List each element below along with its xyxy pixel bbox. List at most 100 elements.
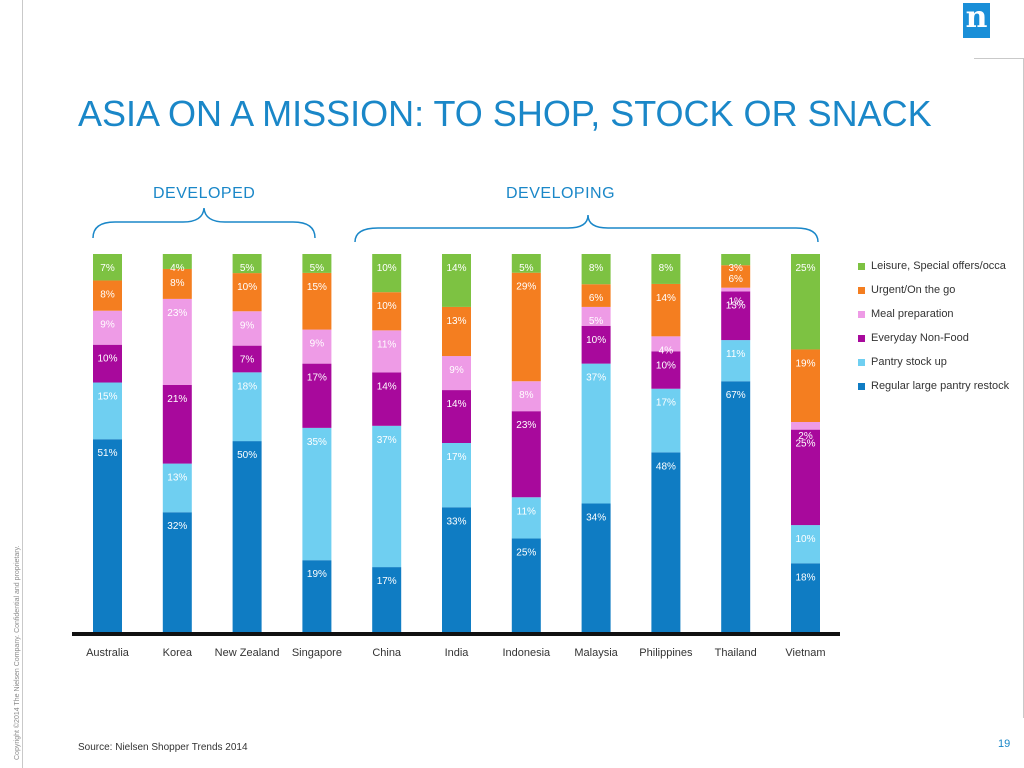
data-label-new-zealand-urgent-on-the-go: 10% [237,282,257,293]
data-label-indonesia-meal-preparation: 8% [519,390,534,401]
legend-swatch [858,310,865,318]
data-label-new-zealand-pantry-stock-up: 18% [237,381,257,392]
data-label-philippines-regular-large-pantry-restock: 48% [656,461,676,472]
bar-segment-philippines-meal-preparation [651,336,681,352]
bar-segment-australia-leisure-special-offers-occa [93,254,122,281]
slide-title: ASIA ON A MISSION: TO SHOP, STOCK OR SNA… [78,93,932,134]
bar-segment-vietnam-leisure-special-offers-occa [791,254,820,350]
data-label-philippines-everyday-non-food: 10% [656,360,676,371]
data-label-india-pantry-stock-up: 17% [446,452,466,463]
bar-segment-australia-regular-large-pantry-restock [93,439,122,632]
data-label-new-zealand-regular-large-pantry-restock: 50% [237,450,257,461]
bar-segment-korea-pantry-stock-up [162,463,192,513]
data-label-malaysia-regular-large-pantry-restock: 34% [586,512,606,523]
bar-segment-thailand-everyday-non-food [721,291,751,341]
x-tick-label-malaysia: Malaysia [574,647,618,659]
bar-segment-philippines-everyday-non-food [651,351,681,389]
data-label-korea-leisure-special-offers-occa: 4% [170,263,185,274]
data-label-china-pantry-stock-up: 37% [377,435,397,446]
data-label-singapore-regular-large-pantry-restock: 19% [307,569,327,580]
legend-swatch [858,334,865,342]
legend-item-everyday-non-food: Everyday Non-Food [858,326,1024,350]
data-label-new-zealand-leisure-special-offers-occa: 5% [240,263,255,274]
x-tick-label-australia: Australia [86,647,130,659]
copyright-notice: Copyright ©2014 The Nielsen Company. Con… [14,545,21,761]
nielsen-logo-icon: n [963,3,990,38]
x-tick-label-india: India [445,647,470,659]
legend-label: Meal preparation [871,308,954,320]
data-label-korea-pantry-stock-up: 13% [167,473,187,484]
bar-segment-korea-everyday-non-food [162,384,192,464]
data-label-australia-meal-preparation: 9% [100,320,115,331]
bar-segment-vietnam-everyday-non-food [791,429,820,526]
bar-segment-singapore-urgent-on-the-go [302,272,332,330]
data-label-new-zealand-everyday-non-food: 7% [240,355,255,366]
bar-segment-vietnam-urgent-on-the-go [791,349,820,422]
bar-segment-china-urgent-on-the-go [372,292,402,331]
bar-segment-indonesia-everyday-non-food [511,411,541,498]
legend-swatch [858,286,865,294]
data-label-philippines-meal-preparation: 4% [659,345,674,356]
data-label-india-regular-large-pantry-restock: 33% [446,516,466,527]
legend-item-urgent-on-the-go: Urgent/On the go [858,278,1024,302]
x-axis-baseline [72,632,840,636]
bar-segment-india-everyday-non-food [442,390,471,443]
bar-segment-indonesia-meal-preparation [511,381,541,412]
data-label-australia-regular-large-pantry-restock: 51% [97,448,117,459]
data-label-australia-pantry-stock-up: 15% [97,392,117,403]
data-label-china-meal-preparation: 11% [377,339,396,350]
data-label-thailand-everyday-non-food: 13% [726,300,746,311]
bar-segment-philippines-urgent-on-the-go [651,283,681,337]
data-label-korea-everyday-non-food: 21% [167,394,187,405]
bar-segment-australia-urgent-on-the-go [93,280,122,311]
bar-segment-australia-meal-preparation [93,310,122,345]
bar-segment-philippines-pantry-stock-up [651,388,681,453]
data-label-malaysia-leisure-special-offers-occa: 8% [589,263,604,274]
data-label-new-zealand-meal-preparation: 9% [240,320,255,331]
data-label-singapore-meal-preparation: 9% [310,339,325,350]
data-label-indonesia-urgent-on-the-go: 29% [516,282,536,293]
legend-item-pantry-stock-up: Pantry stock up [858,350,1024,374]
bar-segment-china-everyday-non-food [372,372,402,426]
bar-segment-thailand-regular-large-pantry-restock [721,381,751,632]
bar-segment-new-zealand-urgent-on-the-go [232,273,262,312]
brace-developing [354,214,819,243]
bar-segment-malaysia-leisure-special-offers-occa [581,254,611,285]
bar-segment-singapore-leisure-special-offers-occa [302,254,332,273]
legend-label: Pantry stock up [871,356,947,368]
data-label-malaysia-urgent-on-the-go: 6% [589,293,604,304]
data-label-vietnam-regular-large-pantry-restock: 18% [795,572,815,583]
bar-segment-new-zealand-regular-large-pantry-restock [232,441,262,632]
data-label-philippines-urgent-on-the-go: 14% [656,293,676,304]
bar-segment-india-urgent-on-the-go [442,306,471,357]
bar-segment-philippines-regular-large-pantry-restock [651,452,681,632]
bar-segment-vietnam-meal-preparation [791,422,820,430]
bar-segment-india-leisure-special-offers-occa [442,254,471,307]
data-label-india-leisure-special-offers-occa: 14% [446,263,466,274]
page-number: 19 [998,738,1011,750]
corner-rule [974,58,1024,59]
data-label-australia-urgent-on-the-go: 8% [100,289,115,300]
bar-segment-india-pantry-stock-up [442,443,471,508]
bar-segment-thailand-urgent-on-the-go [721,265,751,288]
data-label-indonesia-regular-large-pantry-restock: 25% [516,547,536,558]
x-tick-label-china: China [372,647,402,659]
left-margin-rule [22,0,23,768]
data-label-philippines-pantry-stock-up: 17% [656,398,676,409]
bar-segment-india-regular-large-pantry-restock [442,507,471,632]
x-tick-label-new-zealand: New Zealand [215,647,280,659]
data-label-australia-leisure-special-offers-occa: 7% [100,263,115,274]
legend-item-leisure-special-offers-occa: Leisure, Special offers/occa [858,254,1024,278]
x-tick-label-thailand: Thailand [715,647,757,659]
data-label-vietnam-pantry-stock-up: 10% [795,534,815,545]
bar-segment-korea-regular-large-pantry-restock [162,512,192,632]
legend-item-regular-large-pantry-restock: Regular large pantry restock [858,374,1024,398]
group-label-developed: DEVELOPED [153,185,256,202]
data-label-malaysia-everyday-non-food: 10% [586,335,606,346]
data-label-indonesia-leisure-special-offers-occa: 5% [519,263,534,274]
data-label-singapore-urgent-on-the-go: 15% [307,282,327,293]
legend-label: Everyday Non-Food [871,332,969,344]
bar-segment-thailand-meal-preparation [721,287,751,292]
data-label-india-everyday-non-food: 14% [446,399,466,410]
